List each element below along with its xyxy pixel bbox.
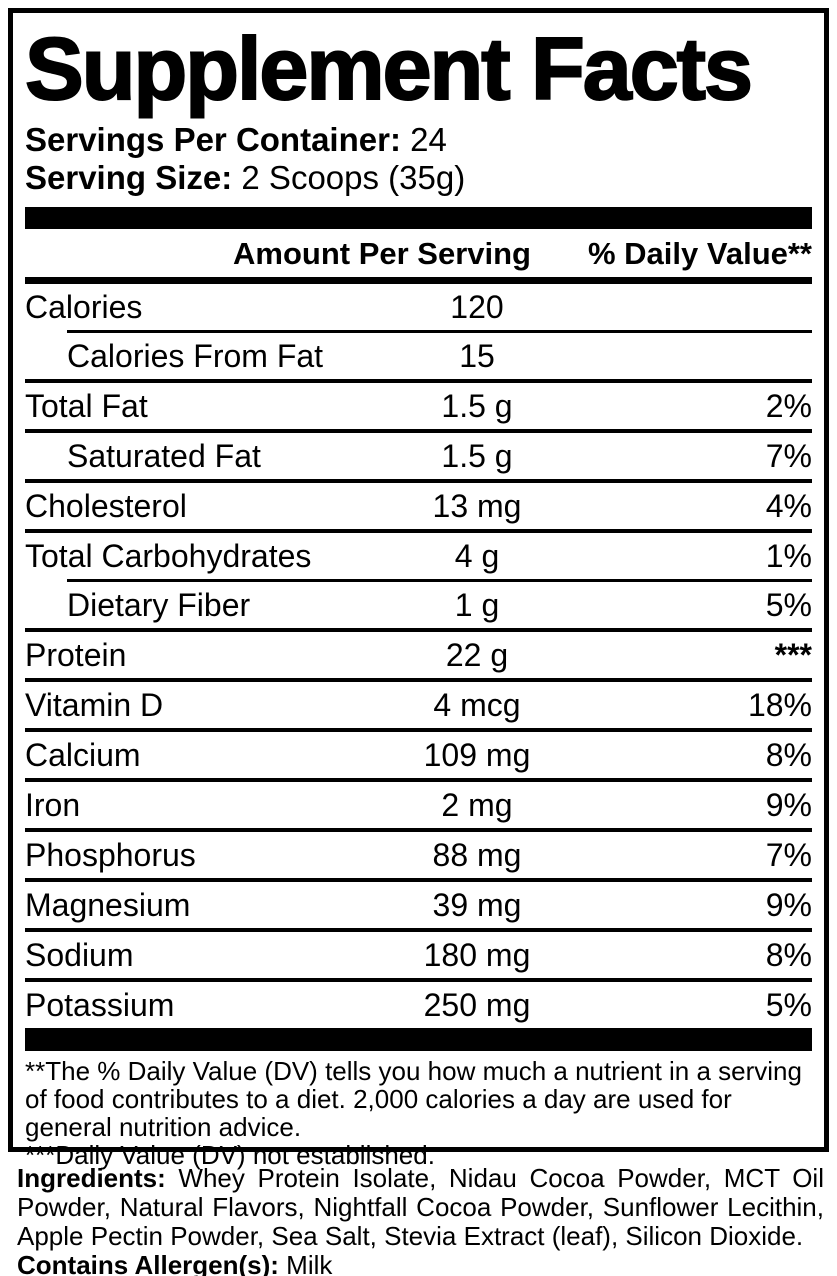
nutrient-name: Calcium (25, 736, 141, 773)
nutrient-name: Protein (25, 636, 127, 673)
nutrient-row: Vitamin D 4 mcg 18% (25, 678, 812, 728)
nutrient-daily-value: 4% (765, 487, 812, 524)
serving-info: Servings Per Container: 24 Serving Size:… (25, 121, 812, 197)
separator-bar-top (25, 207, 812, 229)
nutrient-daily-value: 1% (765, 537, 812, 574)
nutrient-row: Sodium 180 mg 8% (25, 928, 812, 978)
nutrient-amount: 15 (459, 337, 495, 374)
ingredients-label: Ingredients: (17, 1163, 166, 1193)
nutrient-name: Calories From Fat (67, 337, 324, 374)
nutrient-name: Cholesterol (25, 487, 187, 524)
supplement-facts-panel: Supplement Facts Servings Per Container:… (8, 8, 829, 1169)
nutrient-row: Calcium 109 mg 8% (25, 728, 812, 778)
nutrient-row: Potassium 250 mg 5% (25, 978, 812, 1028)
footnote: ***Daily Value (DV) not established. (25, 1140, 435, 1170)
nutrient-daily-value: 9% (765, 886, 812, 923)
nutrient-name: Iron (25, 786, 81, 823)
nutrient-amount: 1.5 g (441, 437, 513, 474)
nutrient-daily-value: 8% (765, 936, 812, 973)
serving-size-value: 2 Scoops (35g) (241, 159, 466, 196)
footnote: **The % Daily Value (DV) tells you how m… (25, 1056, 802, 1142)
facts-table-header: Amount Per Serving % Daily Value** (25, 229, 812, 284)
nutrient-amount: 1.5 g (441, 387, 513, 424)
nutrient-name: Total Carbohydrates (25, 537, 312, 574)
nutrient-row: Saturated Fat 1.5 g 7% (25, 429, 812, 479)
header-daily-value: % Daily Value** (587, 236, 812, 271)
allergen-label: Contains Allergen(s): (17, 1250, 279, 1276)
nutrient-name: Total Fat (25, 387, 148, 424)
nutrient-daily-value: 8% (765, 736, 812, 773)
nutrient-name: Phosphorus (25, 836, 196, 873)
nutrient-amount: 250 mg (423, 986, 531, 1023)
nutrient-daily-value: 7% (765, 836, 812, 873)
nutrient-amount: 4 g (454, 537, 500, 574)
nutrient-row: Total Carbohydrates 4 g 1% (25, 529, 812, 579)
nutrient-daily-value: 5% (765, 986, 812, 1023)
nutrient-name: Magnesium (25, 886, 191, 923)
nutrient-row: Dietary Fiber 1 g 5% (25, 579, 812, 628)
serving-size-label: Serving Size: (25, 159, 233, 196)
servings-per-container-value: 24 (410, 121, 447, 158)
header-amount-per-serving: Amount Per Serving (233, 236, 531, 271)
nutrient-daily-value: 7% (765, 437, 812, 474)
nutrient-amount: 39 mg (432, 886, 522, 923)
footnotes: **The % Daily Value (DV) tells you how m… (25, 1051, 812, 1169)
nutrient-daily-value: 18% (747, 686, 812, 723)
nutrient-amount: 4 mcg (433, 686, 521, 723)
nutrient-name: Potassium (25, 986, 175, 1023)
nutrient-amount: 22 g (445, 636, 509, 673)
nutrient-amount: 180 mg (423, 936, 531, 973)
nutrient-amount: 1 g (454, 586, 500, 623)
nutrient-name: Saturated Fat (67, 437, 261, 474)
nutrient-amount: 13 mg (432, 487, 522, 524)
separator-bar-bottom (25, 1028, 812, 1051)
nutrient-row: Total Fat 1.5 g 2% (25, 379, 812, 429)
nutrient-daily-value: *** (774, 636, 812, 673)
nutrient-name: Sodium (25, 936, 134, 973)
nutrient-name: Calories (25, 288, 143, 325)
nutrient-row: Cholesterol 13 mg 4% (25, 479, 812, 529)
nutrient-row: Magnesium 39 mg 9% (25, 878, 812, 928)
allergen-paragraph: Contains Allergen(s): Milk (17, 1251, 824, 1276)
servings-per-container: Servings Per Container: 24 (25, 121, 812, 159)
nutrient-amount: 88 mg (432, 836, 522, 873)
ingredients-paragraph: Ingredients: Whey Protein Isolate, Nidau… (17, 1164, 824, 1251)
nutrient-row: Phosphorus 88 mg 7% (25, 828, 812, 878)
nutrient-daily-value: 9% (765, 786, 812, 823)
nutrient-daily-value: 5% (765, 586, 812, 623)
nutrient-amount: 2 mg (441, 786, 513, 823)
nutrient-daily-value: 2% (765, 387, 812, 424)
facts-rows: Calories 120 Calories From Fat 15 Total Fat 1… (25, 284, 812, 1028)
nutrient-row: Calories 120 (25, 284, 812, 330)
allergen-value: Milk (278, 1250, 333, 1276)
nutrient-name: Vitamin D (25, 686, 164, 723)
ingredients-text: Whey Protein Isolate, Nidau Cocoa Powder… (17, 1163, 824, 1251)
nutrient-row: Iron 2 mg 9% (25, 778, 812, 828)
serving-size: Serving Size: 2 Scoops (35g) (25, 159, 812, 197)
servings-per-container-label: Servings Per Container: (25, 121, 401, 158)
ingredients-section: Ingredients: Whey Protein Isolate, Nidau… (17, 1164, 824, 1276)
nutrient-name: Dietary Fiber (67, 586, 251, 623)
nutrient-amount: 109 mg (423, 736, 531, 773)
nutrient-amount: 120 (450, 288, 504, 325)
nutrient-row: Protein 22 g *** (25, 628, 812, 678)
panel-title: Supplement Facts (24, 19, 754, 118)
nutrient-row: Calories From Fat 15 (25, 330, 812, 379)
